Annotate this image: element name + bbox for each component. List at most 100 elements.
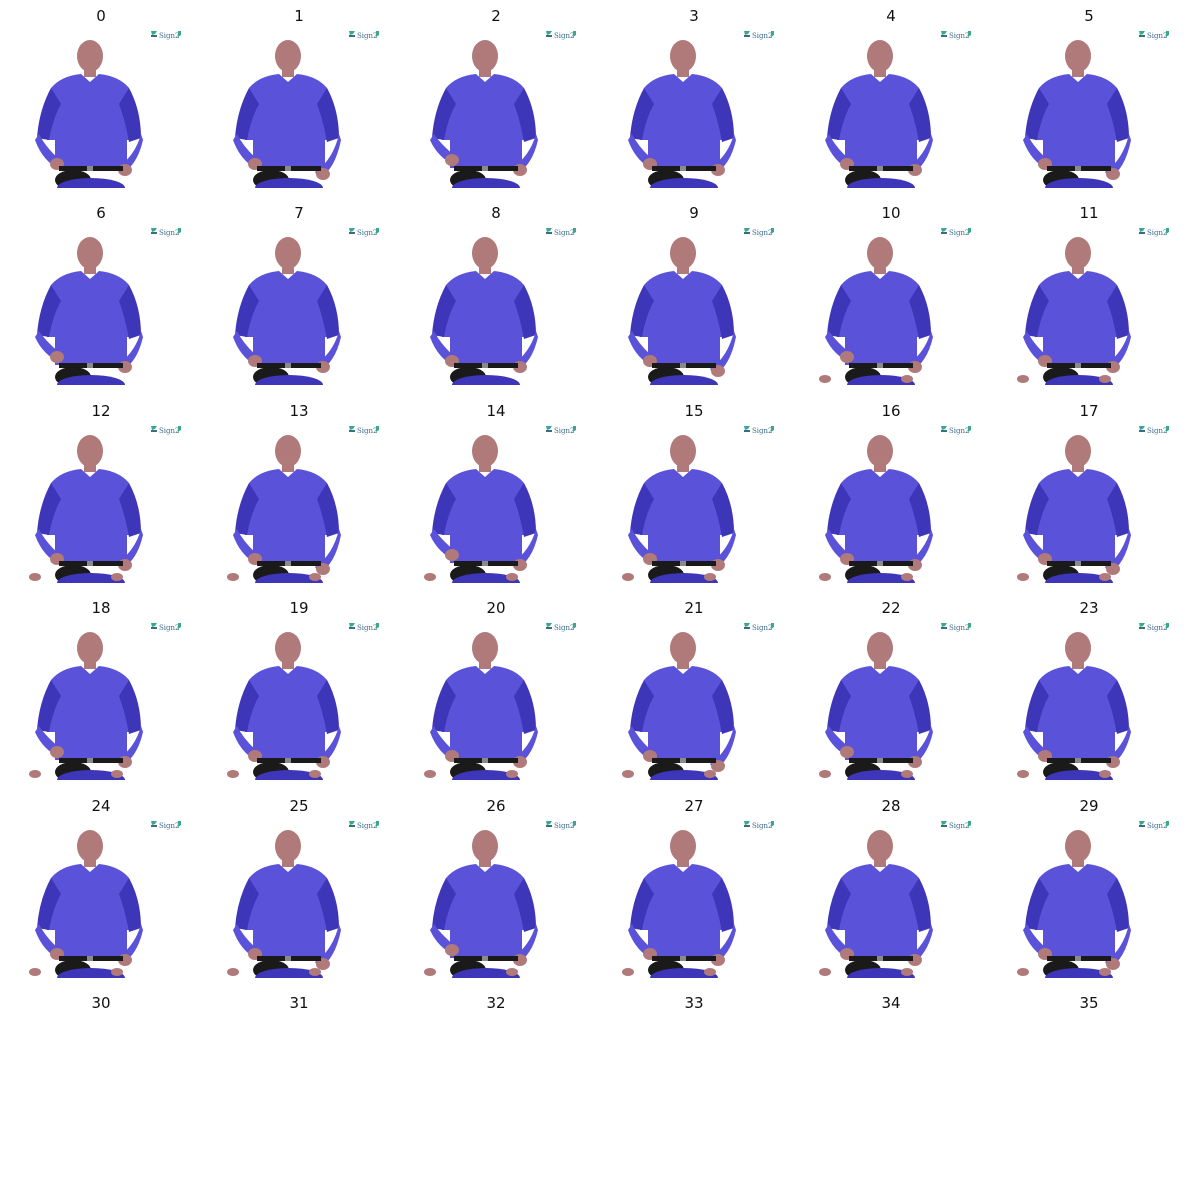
svg-text:Sign2: Sign2 <box>1147 427 1167 435</box>
svg-text:Sign2: Sign2 <box>949 822 969 830</box>
frame-label: 16 <box>881 402 901 420</box>
svg-text:Sign2: Sign2 <box>949 229 969 237</box>
frame-cell: 26 Sign2 <box>416 790 576 980</box>
watermark-logo: Sign2 <box>941 821 971 830</box>
signer-frame-image: Sign2 <box>811 622 971 780</box>
frame-label: 26 <box>486 797 506 815</box>
watermark-logo: Sign2 <box>349 623 379 632</box>
frame-label: 3 <box>689 7 699 25</box>
svg-text:Sign2: Sign2 <box>949 624 969 632</box>
frame-cell: 9 Sign2 <box>614 197 774 387</box>
frame-cell: 33 <box>614 987 774 1177</box>
signer-frame-image: Sign2 <box>416 30 576 188</box>
watermark-logo: Sign2 <box>349 821 379 830</box>
frame-cell: 15 Sign2 <box>614 395 774 585</box>
watermark-logo: Sign2 <box>1139 623 1169 632</box>
svg-text:Sign2: Sign2 <box>752 229 772 237</box>
frame-cell: 16 Sign2 <box>811 395 971 585</box>
svg-text:Sign2: Sign2 <box>1147 32 1167 40</box>
signer-frame-image: Sign2 <box>614 622 774 780</box>
signer-frame-image: Sign2 <box>614 30 774 188</box>
frame-cell: 24 Sign2 <box>21 790 181 980</box>
frame-label: 18 <box>91 599 111 617</box>
svg-text:Sign2: Sign2 <box>1147 624 1167 632</box>
watermark-logo: Sign2 <box>151 426 181 435</box>
frame-label: 30 <box>91 994 111 1012</box>
frame-label: 35 <box>1079 994 1099 1012</box>
svg-text:Sign2: Sign2 <box>357 624 377 632</box>
frame-cell: 22 Sign2 <box>811 592 971 782</box>
frame-cell: 4 Sign2 <box>811 0 971 190</box>
svg-text:Sign2: Sign2 <box>159 32 179 40</box>
frame-label: 20 <box>486 599 506 617</box>
frame-cell: 7 Sign2 <box>219 197 379 387</box>
frame-label: 4 <box>886 7 896 25</box>
watermark-logo: Sign2 <box>546 228 576 237</box>
svg-text:Sign2: Sign2 <box>554 822 574 830</box>
frame-label: 17 <box>1079 402 1099 420</box>
frame-label: 1 <box>294 7 304 25</box>
frame-cell: 10 Sign2 <box>811 197 971 387</box>
signer-frame-image: Sign2 <box>614 227 774 385</box>
signer-frame-image: Sign2 <box>21 425 181 583</box>
watermark-logo: Sign2 <box>546 623 576 632</box>
frame-label: 32 <box>486 994 506 1012</box>
watermark-logo: Sign2 <box>546 426 576 435</box>
frame-label: 14 <box>486 402 506 420</box>
signer-frame-image: Sign2 <box>1009 622 1169 780</box>
frame-cell: 19 Sign2 <box>219 592 379 782</box>
frame-cell: 18 Sign2 <box>21 592 181 782</box>
frame-label: 13 <box>289 402 309 420</box>
svg-text:Sign2: Sign2 <box>949 427 969 435</box>
frame-label: 9 <box>689 204 699 222</box>
frame-label: 19 <box>289 599 309 617</box>
watermark-logo: Sign2 <box>744 623 774 632</box>
frame-label: 15 <box>684 402 704 420</box>
frame-label: 22 <box>881 599 901 617</box>
frame-label: 11 <box>1079 204 1099 222</box>
signer-frame-image: Sign2 <box>1009 227 1169 385</box>
svg-text:Sign2: Sign2 <box>159 822 179 830</box>
watermark-logo: Sign2 <box>1139 31 1169 40</box>
svg-text:Sign2: Sign2 <box>357 427 377 435</box>
svg-text:Sign2: Sign2 <box>554 229 574 237</box>
watermark-logo: Sign2 <box>151 821 181 830</box>
frame-cell: 13 Sign2 <box>219 395 379 585</box>
svg-text:Sign2: Sign2 <box>554 624 574 632</box>
frame-cell: 32 <box>416 987 576 1177</box>
frame-label: 29 <box>1079 797 1099 815</box>
frame-label: 34 <box>881 994 901 1012</box>
svg-text:Sign2: Sign2 <box>1147 229 1167 237</box>
signer-frame-image: Sign2 <box>416 227 576 385</box>
frame-cell: 11 Sign2 <box>1009 197 1169 387</box>
signer-frame-image: Sign2 <box>811 30 971 188</box>
watermark-logo: Sign2 <box>941 426 971 435</box>
frame-label: 21 <box>684 599 704 617</box>
svg-text:Sign2: Sign2 <box>752 822 772 830</box>
signer-frame-image: Sign2 <box>1009 30 1169 188</box>
frame-cell: 30 <box>21 987 181 1177</box>
signer-frame-image: Sign2 <box>219 622 379 780</box>
frame-cell: 35 <box>1009 987 1169 1177</box>
signer-frame-image: Sign2 <box>219 425 379 583</box>
svg-text:Sign2: Sign2 <box>357 229 377 237</box>
watermark-logo: Sign2 <box>744 426 774 435</box>
frame-cell: 12 Sign2 <box>21 395 181 585</box>
watermark-logo: Sign2 <box>151 31 181 40</box>
svg-text:Sign2: Sign2 <box>357 822 377 830</box>
signer-frame-image: Sign2 <box>614 820 774 978</box>
signer-frame-image: Sign2 <box>811 425 971 583</box>
watermark-logo: Sign2 <box>546 31 576 40</box>
watermark-logo: Sign2 <box>151 228 181 237</box>
svg-text:Sign2: Sign2 <box>554 32 574 40</box>
frame-cell: 8 Sign2 <box>416 197 576 387</box>
frame-label: 25 <box>289 797 309 815</box>
watermark-logo: Sign2 <box>1139 228 1169 237</box>
signer-frame-image: Sign2 <box>416 622 576 780</box>
signer-frame-image: Sign2 <box>416 425 576 583</box>
signer-frame-image: Sign2 <box>1009 820 1169 978</box>
frame-label: 2 <box>491 7 501 25</box>
frame-cell: 31 <box>219 987 379 1177</box>
watermark-logo: Sign2 <box>941 31 971 40</box>
